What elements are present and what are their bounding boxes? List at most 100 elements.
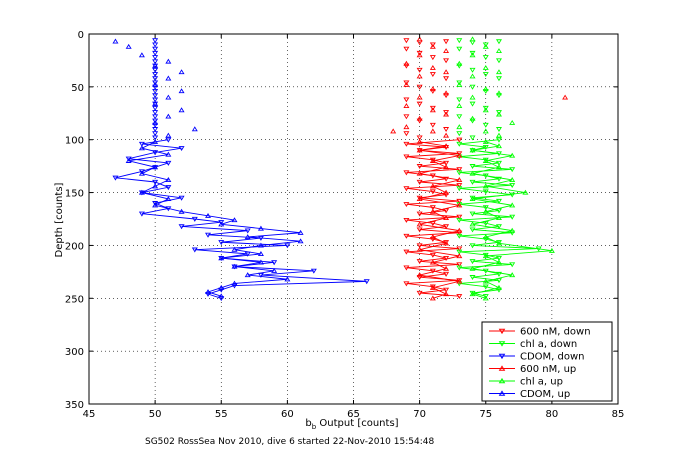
data-point [191,126,198,132]
data-point [469,135,476,141]
data-point [495,256,502,261]
data-point [152,100,159,106]
data-point [429,252,436,258]
data-point [495,69,502,75]
legend-marker [498,377,506,384]
data-point [548,247,555,253]
data-point [456,294,463,300]
data-point [297,229,304,235]
data-point [218,296,225,302]
data-point [443,176,450,182]
data-point [482,295,489,301]
data-point [416,290,423,296]
data-point [403,265,410,271]
y-axis-label: Depth [counts] [54,182,65,257]
data-point [469,73,476,79]
data-point [482,284,489,290]
x-tick-label: 60 [281,409,294,420]
data-point [138,170,145,176]
data-point [165,94,172,100]
data-point [416,36,423,42]
data-point [443,110,450,116]
data-point [416,52,423,58]
data-point [403,63,410,69]
data-point [244,251,251,257]
data-point [138,141,145,147]
y-tick-label: 150 [65,189,84,200]
data-point [403,202,410,208]
series-chl-a-up [456,36,555,301]
data-point [429,88,436,94]
legend-marker [498,328,506,335]
data-point [509,119,516,125]
data-point [152,93,159,99]
x-axis-label-main: b [305,418,311,429]
data-point [152,138,159,144]
data-point [482,42,489,48]
data-point [244,228,251,234]
y-tick-label: 300 [65,347,84,358]
data-point [152,118,159,124]
data-point [191,216,198,222]
data-point [469,164,476,169]
data-point [178,224,185,230]
data-point [456,246,463,252]
data-point [509,152,516,158]
ticks: 45 50 55 60 65 70 75 80 85 0 50 100 150 200 250 300 350 [65,30,624,420]
data-point [218,220,225,226]
data-point [403,233,410,239]
data-point [416,164,423,169]
legend-item: CDOM, up [489,389,570,400]
data-point [429,43,436,49]
data-point [429,234,436,240]
data-point [469,221,476,227]
data-point [178,195,185,201]
data-point [456,278,463,284]
data-point [443,287,450,293]
data-point [403,46,410,52]
data-point [482,278,489,284]
data-point [429,128,436,134]
data-point [165,151,172,157]
data-point [509,230,516,236]
data-point [403,154,410,160]
data-point [443,143,450,149]
data-point [469,118,476,124]
data-point [443,189,450,195]
data-point [416,211,423,217]
data-point [178,69,185,75]
data-point [482,205,489,211]
data-point [152,97,159,103]
data-point [152,202,159,208]
data-point [138,169,145,175]
data-point [403,60,410,66]
data-point [363,279,370,285]
series-line [470,141,552,299]
data-point [152,59,159,65]
data-point [456,124,463,130]
data-point [469,147,476,153]
data-point [495,224,502,230]
data-point [257,225,264,231]
data-point [509,214,516,220]
data-point [482,55,489,61]
data-point [495,48,502,54]
data-point [495,132,502,138]
data-point [152,76,159,82]
y-tick-label: 0 [78,30,84,41]
data-point [443,58,450,64]
data-point [416,275,423,280]
data-point [495,39,502,45]
data-point [495,111,502,117]
data-point [403,186,410,192]
data-point [456,249,463,255]
data-point [231,280,238,286]
data-point [456,46,463,52]
data-point [152,201,159,206]
data-point [125,158,132,163]
data-point [482,138,489,144]
data-point [443,90,450,96]
data-point [469,291,476,297]
data-point [403,281,410,287]
